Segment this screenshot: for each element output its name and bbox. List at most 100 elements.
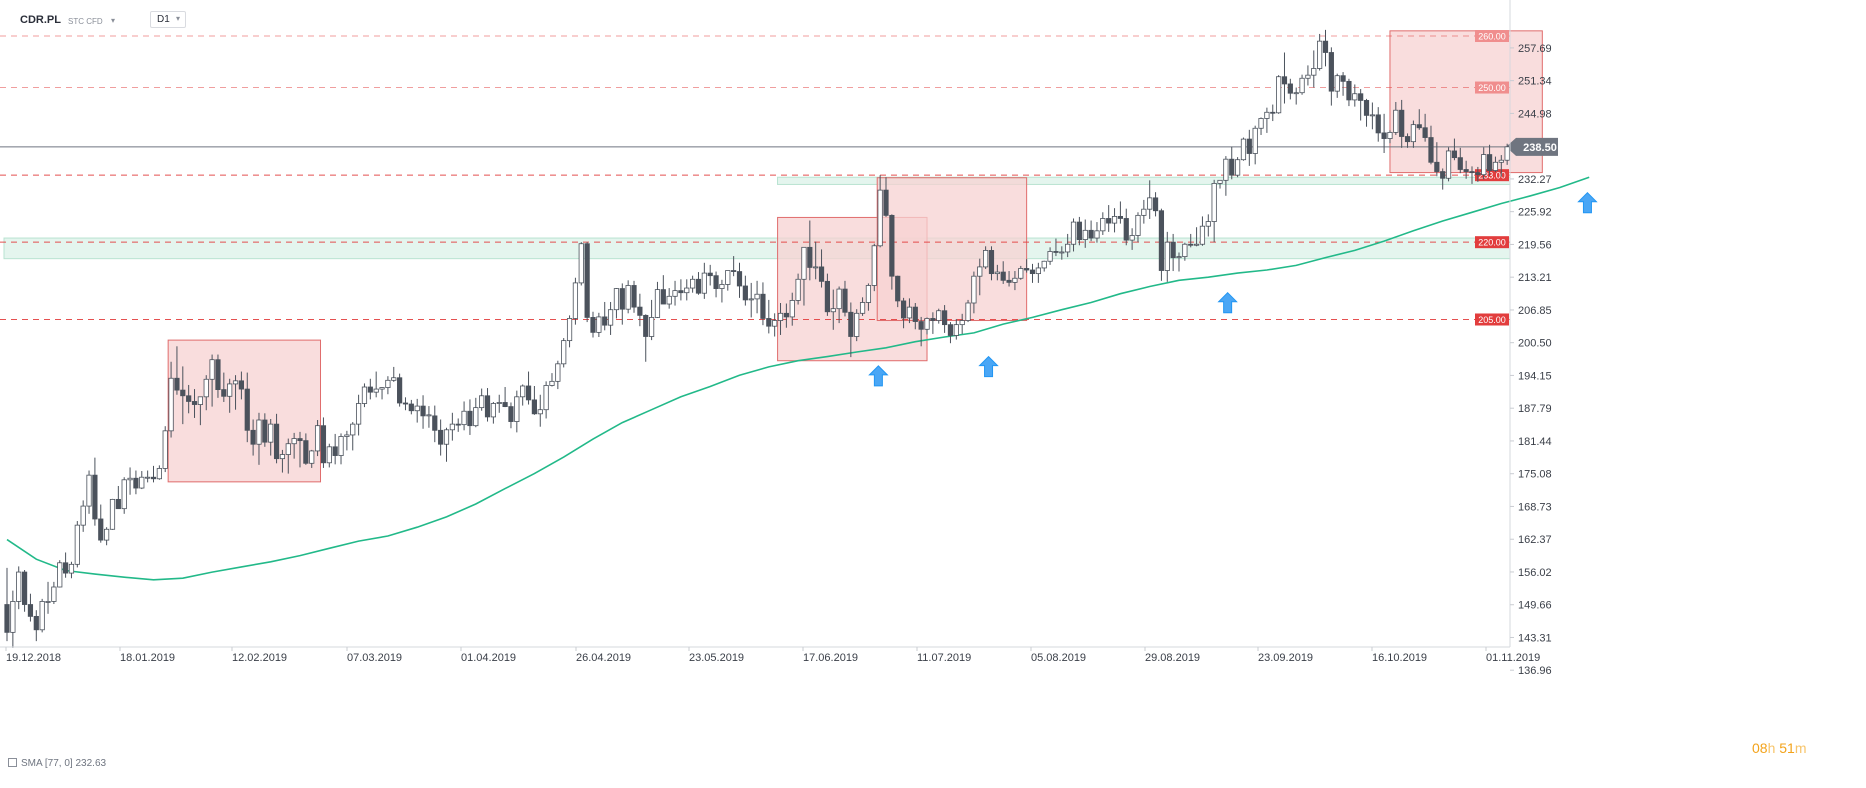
candle [514, 390, 520, 433]
candle-body [619, 288, 625, 310]
candle-body [92, 474, 98, 520]
candle [262, 413, 268, 447]
candle-body [1135, 214, 1141, 236]
candle-body [1328, 52, 1334, 92]
candle [350, 422, 356, 451]
candle [1293, 87, 1299, 105]
candle [285, 438, 291, 474]
instrument-type-label[interactable]: STC CFD [68, 17, 103, 26]
candle-body [1369, 114, 1375, 117]
sma-legend[interactable]: SMA [77, 0] 232.63 [8, 758, 106, 769]
candle [859, 297, 866, 316]
candle-body [947, 324, 954, 336]
candle-body [936, 310, 942, 321]
candle-body [1463, 169, 1469, 172]
chevron-down-icon[interactable]: ▾ [111, 16, 116, 25]
candle-body [865, 285, 872, 303]
candle [1123, 208, 1129, 246]
candle-body [924, 318, 930, 330]
candle [1440, 168, 1446, 190]
candle [537, 394, 543, 427]
candle [543, 381, 549, 419]
candle-body [1492, 161, 1499, 171]
candle [520, 384, 526, 406]
candle [1152, 192, 1159, 217]
candle-body [1264, 111, 1270, 119]
candle-body [824, 280, 831, 313]
candle [1188, 233, 1194, 248]
candle-body [273, 423, 280, 460]
candle-body [385, 379, 391, 388]
candle [1211, 179, 1217, 243]
candle [754, 280, 760, 314]
candle-body [104, 528, 110, 541]
candle-body [1129, 235, 1135, 241]
candle-body [279, 454, 286, 460]
highlight-box [876, 177, 1028, 322]
timeframe-select[interactable]: D1 ▾ [150, 11, 186, 28]
candle-body [543, 385, 549, 411]
candle-body [742, 285, 748, 301]
candle-body [1205, 221, 1211, 227]
candle-body [520, 385, 526, 398]
candle [1264, 107, 1270, 133]
candle [889, 214, 895, 290]
countdown-minutes-unit: m [1794, 740, 1807, 756]
candle [596, 312, 602, 338]
candle [848, 302, 854, 358]
candle-body [1404, 136, 1411, 143]
candle [238, 371, 244, 400]
candle-body [1018, 268, 1024, 279]
candle-body [1434, 161, 1440, 172]
candle-body [789, 300, 795, 318]
candle-body [590, 317, 596, 333]
candle-body [713, 275, 719, 289]
candle-body [168, 377, 174, 432]
candle-body [625, 285, 631, 310]
candlesticks [4, 29, 1510, 648]
y-tick-label: 181.44 [1518, 436, 1552, 448]
candle [625, 280, 631, 314]
candle [68, 561, 75, 579]
candle [1117, 201, 1123, 224]
candle [842, 280, 848, 317]
candle-body [203, 378, 209, 398]
symbol-label[interactable]: CDR.PL [20, 14, 61, 26]
candle-body [1457, 157, 1463, 170]
current-price-label: 238.50 [1523, 142, 1557, 154]
candle [191, 389, 198, 418]
candle-body [379, 387, 385, 390]
candle [854, 309, 860, 342]
candle-body [766, 318, 772, 327]
candle [461, 401, 467, 431]
candle-body [232, 380, 239, 385]
candle [1229, 146, 1235, 180]
candle-body [772, 320, 778, 327]
candle-body [1082, 229, 1088, 240]
candle-body [1375, 114, 1381, 134]
candle-body [127, 477, 133, 481]
candle [496, 394, 502, 413]
candle [795, 273, 801, 305]
x-tick-label: 19.12.2018 [6, 652, 61, 664]
candle [1024, 259, 1030, 273]
candle [1199, 216, 1206, 246]
candle [607, 301, 614, 335]
y-tick-label: 257.69 [1518, 43, 1552, 55]
candle [80, 500, 86, 532]
candle [959, 313, 965, 334]
candle [684, 279, 690, 301]
candle-body [186, 395, 192, 402]
candle-body [549, 380, 555, 386]
candle-body [1334, 75, 1340, 92]
candle [760, 282, 766, 326]
candle [719, 279, 725, 303]
candle [1422, 113, 1428, 142]
candle-body [461, 410, 467, 426]
candle-body [701, 272, 707, 294]
candle [525, 371, 532, 405]
up-arrow-icon [868, 365, 889, 387]
candle [1463, 160, 1469, 179]
candle [1029, 263, 1036, 283]
